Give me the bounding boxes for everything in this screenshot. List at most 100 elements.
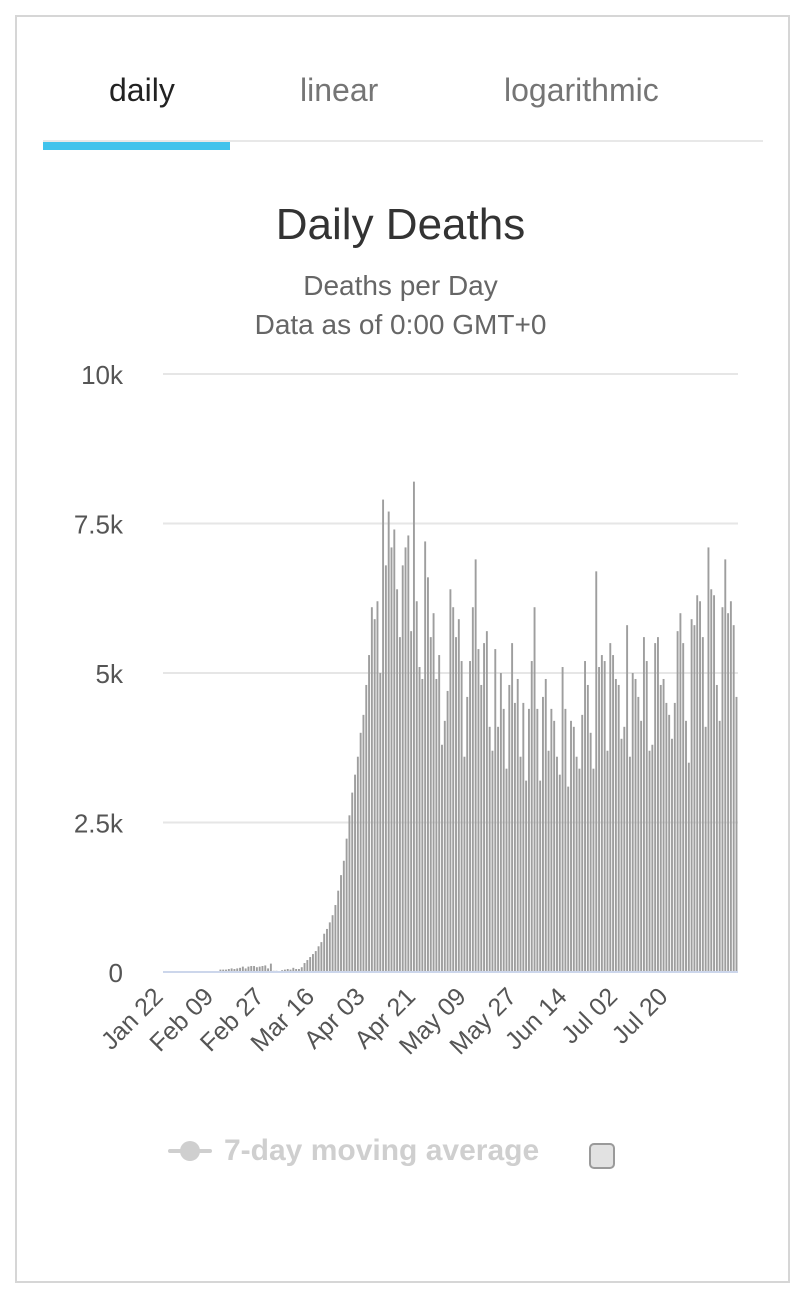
active-tab-indicator	[43, 142, 230, 150]
x-tick-label: Jul 20	[607, 982, 674, 1049]
bar	[530, 661, 533, 972]
bar	[345, 838, 348, 972]
bar	[536, 708, 539, 972]
y-tick-label: 0	[109, 958, 123, 988]
bar	[354, 774, 356, 972]
bar	[718, 720, 721, 972]
y-tick-label: 7.5k	[74, 510, 124, 540]
bar	[396, 589, 399, 972]
bar	[558, 774, 561, 972]
bar	[735, 696, 738, 972]
bar	[561, 667, 564, 972]
bar	[320, 942, 323, 972]
bar	[713, 595, 716, 972]
legend-item-moving-average[interactable]: 7-day moving average	[168, 1128, 539, 1174]
bar	[401, 565, 404, 972]
bar	[699, 601, 701, 972]
bar	[317, 946, 320, 972]
tab-daily[interactable]: daily	[109, 72, 175, 108]
bar	[525, 780, 528, 972]
bar	[292, 967, 295, 972]
bar	[323, 933, 326, 972]
bar	[600, 655, 603, 972]
bar	[637, 696, 640, 972]
bar	[640, 720, 643, 972]
bar	[570, 720, 572, 972]
bar	[727, 613, 730, 972]
bar	[693, 625, 696, 972]
bar	[631, 673, 634, 972]
bar	[595, 571, 598, 972]
bar	[368, 655, 371, 972]
bar	[359, 732, 362, 972]
bar	[519, 756, 522, 972]
chart-tabs: daily linear logarithmic	[43, 60, 763, 150]
bar	[567, 786, 570, 972]
bar	[264, 965, 267, 972]
tab-linear[interactable]: linear	[300, 72, 379, 108]
bar	[516, 678, 519, 972]
bar	[575, 756, 578, 972]
bar	[542, 696, 544, 972]
bar	[533, 607, 536, 972]
bar	[326, 928, 328, 972]
bar	[258, 966, 261, 972]
bar	[421, 678, 424, 972]
bar	[300, 967, 303, 972]
bar	[427, 577, 429, 972]
bar	[505, 768, 508, 972]
bar	[418, 667, 421, 972]
bar	[415, 601, 418, 972]
bar	[463, 756, 466, 972]
tab-logarithmic[interactable]: logarithmic	[504, 72, 659, 108]
chart-subtitle-line-1: Deaths per Day	[303, 270, 498, 301]
bar	[724, 559, 727, 972]
bar	[303, 963, 306, 972]
bar	[685, 720, 687, 972]
tab-divider	[43, 140, 763, 142]
bar	[513, 702, 516, 972]
bar	[236, 968, 239, 972]
bar	[429, 637, 432, 972]
bar	[485, 631, 488, 972]
bar	[269, 963, 272, 972]
bar	[314, 951, 317, 972]
bar	[250, 966, 253, 972]
x-tick-label: Jul 02	[556, 982, 623, 1049]
bar	[679, 613, 682, 972]
bar	[651, 744, 654, 972]
bar	[564, 708, 567, 972]
bar	[617, 684, 620, 972]
bar	[642, 637, 645, 972]
bar	[659, 684, 662, 972]
bar	[499, 673, 502, 972]
bar	[457, 619, 460, 972]
bar	[592, 768, 595, 972]
bar	[424, 541, 427, 972]
bar	[351, 792, 354, 972]
bar	[337, 890, 340, 972]
bar	[247, 966, 250, 972]
legend-line-dot-icon	[168, 1141, 212, 1161]
bar	[603, 661, 606, 972]
bar	[382, 499, 385, 972]
bar	[379, 673, 382, 972]
bar	[225, 969, 227, 972]
bar	[222, 969, 225, 972]
bar	[544, 678, 547, 972]
bar	[309, 957, 312, 972]
bar	[227, 969, 230, 972]
bar	[589, 732, 592, 972]
bar	[497, 726, 500, 972]
moving-average-checkbox[interactable]	[589, 1143, 615, 1169]
bar	[312, 954, 314, 972]
bar	[701, 637, 704, 972]
bar	[614, 678, 617, 972]
bar	[390, 547, 393, 972]
bar	[612, 655, 615, 972]
bar	[393, 529, 396, 972]
legend-label[interactable]: 7-day moving average	[224, 1134, 540, 1167]
bar	[623, 726, 626, 972]
bar	[286, 969, 289, 972]
bar	[690, 619, 693, 972]
